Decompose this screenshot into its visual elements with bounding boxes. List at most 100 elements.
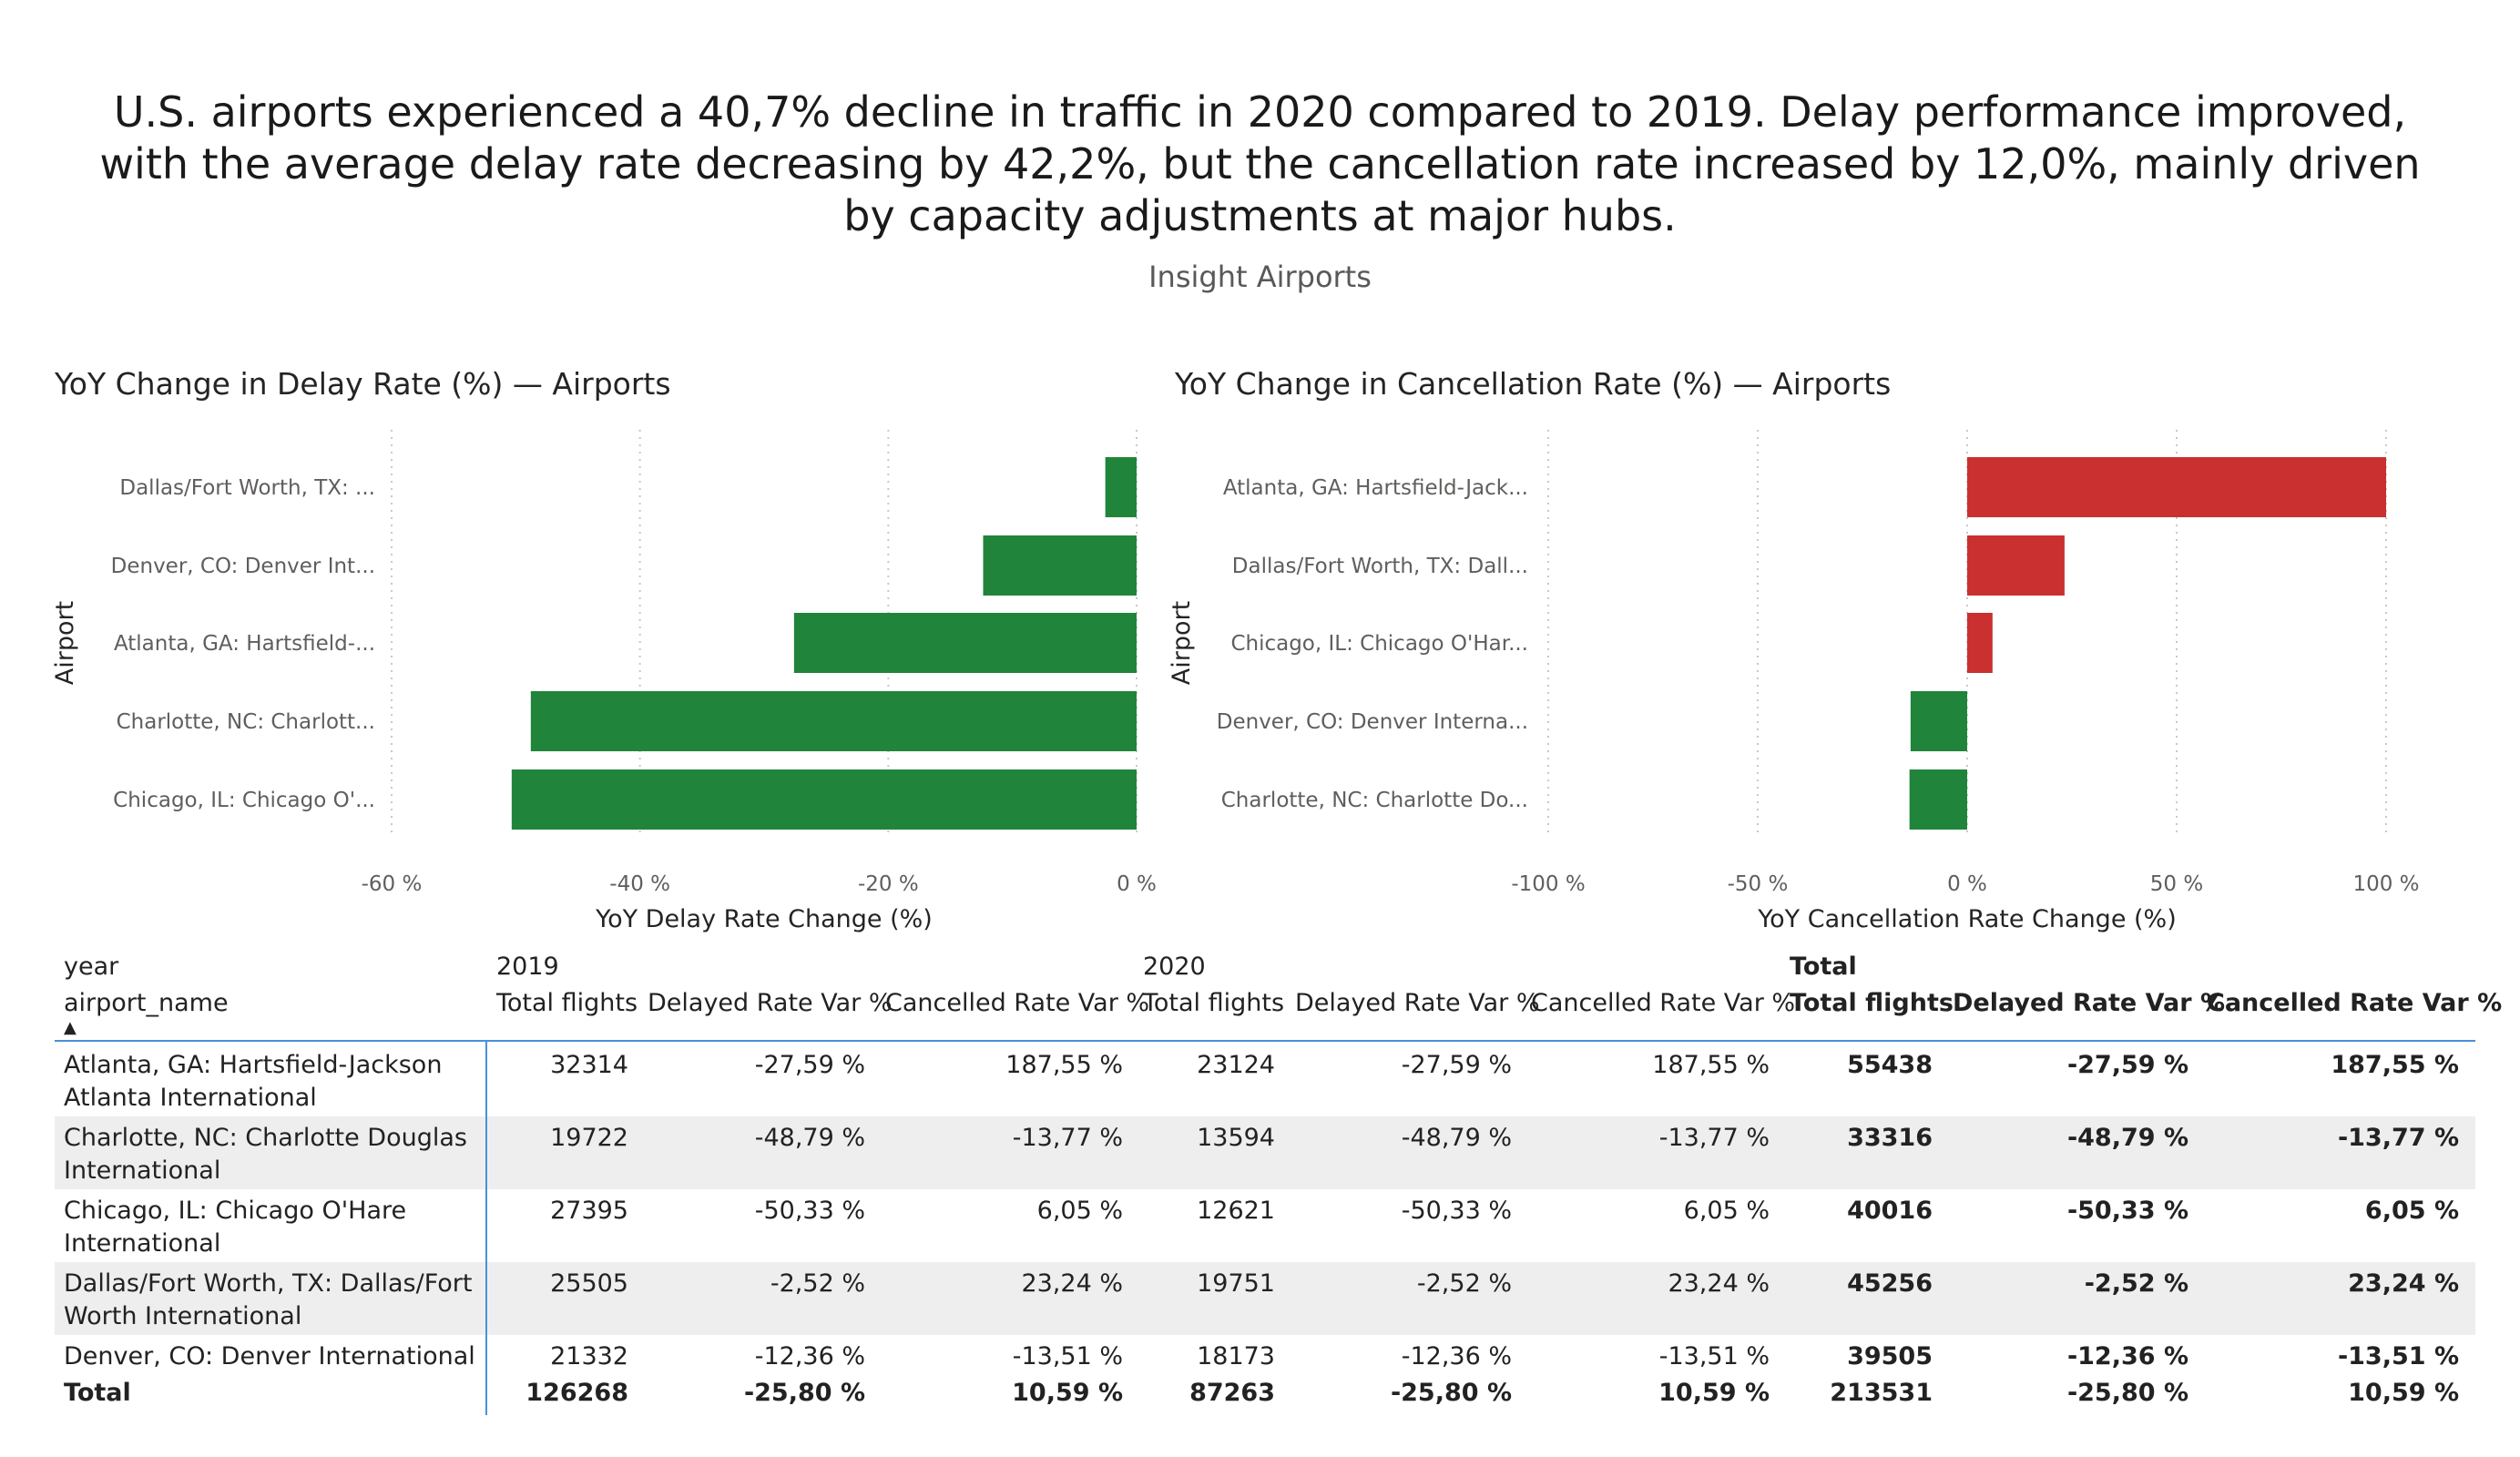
delay-chart: -60 % -40 % -20 % 0 % Dallas/Fort Worth, TX:…: [51, 430, 1157, 933]
total-cell: -25,80 %: [1390, 1379, 1512, 1407]
category-label: Atlanta, GA: Hartsfield-...: [114, 632, 375, 656]
row-band: [55, 1262, 2475, 1335]
row-band: [55, 1116, 2475, 1189]
table-cell: -27,59 %: [1401, 1051, 1512, 1079]
table-cell: 23,24 %: [2348, 1269, 2459, 1298]
bar[interactable]: [793, 613, 1137, 673]
total-row-label: Total: [64, 1379, 131, 1407]
table-row-name[interactable]: Chicago, IL: Chicago O'Hare: [64, 1197, 407, 1225]
table-cell: 45256: [1847, 1269, 1933, 1298]
table-cell: 32314: [550, 1051, 628, 1079]
table-cell: 21332: [550, 1342, 628, 1370]
table-row-name-cont: Atlanta International: [64, 1084, 317, 1112]
column-header[interactable]: Delayed Rate Var %: [648, 989, 893, 1017]
table-cell: -2,52 %: [1416, 1269, 1512, 1298]
table-cell: -50,33 %: [754, 1197, 865, 1225]
table-cell: 6,05 %: [1683, 1197, 1770, 1225]
total-cell: 213531: [1830, 1379, 1933, 1407]
row-header-airport[interactable]: airport_name: [64, 989, 229, 1017]
category-label: Dallas/Fort Worth, TX: ...: [119, 476, 375, 500]
x-tick-label: -20 %: [858, 872, 919, 896]
table-cell: 55438: [1847, 1051, 1933, 1079]
table-cell: -2,52 %: [2084, 1269, 2188, 1298]
table-cell: 23,24 %: [1021, 1269, 1123, 1298]
column-header[interactable]: Cancelled Rate Var %: [1531, 989, 1796, 1017]
sort-arrow-icon[interactable]: ▲: [64, 1018, 77, 1037]
column-group-header: Total: [1790, 953, 1857, 981]
table-cell: -27,59 %: [754, 1051, 865, 1079]
table-cell: 12621: [1197, 1197, 1275, 1225]
column-group-header: 2019: [496, 953, 559, 981]
title-line-3: by capacity adjustments at major hubs.: [843, 191, 1677, 240]
table-cell: 187,55 %: [1005, 1051, 1123, 1079]
bar[interactable]: [1105, 457, 1137, 517]
column-header[interactable]: Total flights: [496, 989, 638, 1017]
table-cell: -13,77 %: [1658, 1124, 1770, 1152]
total-cell: 10,59 %: [2348, 1379, 2459, 1407]
total-cell: -25,80 %: [2066, 1379, 2188, 1407]
table-cell: -50,33 %: [2066, 1197, 2188, 1225]
table-cell: -12,36 %: [2066, 1342, 2188, 1370]
category-label: Chicago, IL: Chicago O'...: [113, 789, 375, 812]
table-cell: -50,33 %: [1401, 1197, 1512, 1225]
y-axis-title: Airport: [51, 601, 79, 685]
table-cell: 13594: [1197, 1124, 1275, 1152]
table-row-name[interactable]: Dallas/Fort Worth, TX: Dallas/Fort: [64, 1269, 473, 1298]
table-cell: -48,79 %: [2066, 1124, 2188, 1152]
column-header[interactable]: Total flights: [1143, 989, 1285, 1017]
table-cell: -48,79 %: [754, 1124, 865, 1152]
table-cell: -48,79 %: [1401, 1124, 1512, 1152]
x-axis-title: YoY Delay Rate Change (%): [595, 905, 933, 933]
header-divider: [55, 1040, 2475, 1042]
x-tick-label: -60 %: [362, 872, 423, 896]
bar[interactable]: [983, 535, 1137, 596]
report-title: U.S. airports experienced a 40,7% declin…: [91, 87, 2429, 242]
table-row-name[interactable]: Denver, CO: Denver International: [64, 1342, 475, 1370]
table-cell: 6,05 %: [1036, 1197, 1123, 1225]
bar[interactable]: [511, 769, 1137, 830]
column-header[interactable]: Cancelled Rate Var %: [885, 989, 1150, 1017]
row-header-divider: [485, 1040, 487, 1415]
table-cell: -13,77 %: [2337, 1124, 2459, 1152]
category-label: Denver, CO: Denver Int...: [111, 555, 375, 578]
bar[interactable]: [530, 691, 1137, 751]
table-row-name[interactable]: Atlanta, GA: Hartsfield-Jackson: [64, 1051, 443, 1079]
table-cell: 40016: [1847, 1197, 1933, 1225]
x-tick-label: 0 %: [1117, 872, 1157, 896]
total-cell: 87263: [1189, 1379, 1275, 1407]
total-cell: 10,59 %: [1012, 1379, 1123, 1407]
table-row-name-cont: International: [64, 1229, 221, 1258]
table-cell: 39505: [1847, 1342, 1933, 1370]
category-label: Charlotte, NC: Charlott...: [117, 710, 375, 734]
table-cell: 19751: [1197, 1269, 1275, 1298]
table-cell: -2,52 %: [770, 1269, 865, 1298]
column-header[interactable]: Total flights: [1790, 989, 1954, 1017]
table-cell: 23,24 %: [1668, 1269, 1770, 1298]
table-cell: 33316: [1847, 1124, 1933, 1152]
table-cell: -27,59 %: [2066, 1051, 2188, 1079]
table-row-name-cont: Worth International: [64, 1302, 302, 1330]
table-cell: 18173: [1197, 1342, 1275, 1370]
row-header-year: year: [64, 953, 119, 981]
table-cell: 6,05 %: [2364, 1197, 2459, 1225]
cancellation-chart-title: YoY Change in Cancellation Rate (%) — Ai…: [1175, 366, 1892, 402]
table-cell: 27395: [550, 1197, 628, 1225]
total-cell: -25,80 %: [743, 1379, 865, 1407]
column-header[interactable]: Delayed Rate Var %: [1953, 989, 2226, 1017]
table-row-name[interactable]: Charlotte, NC: Charlotte Douglas: [64, 1124, 467, 1152]
delay-chart-title: YoY Change in Delay Rate (%) — Airports: [55, 366, 671, 402]
x-tick-label: -40 %: [609, 872, 670, 896]
table-cell: 19722: [550, 1124, 628, 1152]
column-header[interactable]: Delayed Rate Var %: [1295, 989, 1540, 1017]
table-cell: 23124: [1197, 1051, 1275, 1079]
column-header[interactable]: Cancelled Rate Var %: [2207, 989, 2503, 1017]
table-cell: -12,36 %: [754, 1342, 865, 1370]
total-cell: 10,59 %: [1658, 1379, 1770, 1407]
column-group-header: 2020: [1143, 953, 1206, 981]
table-row-name-cont: International: [64, 1156, 221, 1185]
title-line-2: with the average delay rate decreasing b…: [99, 139, 2421, 188]
table-cell: 187,55 %: [2331, 1051, 2459, 1079]
table-cell: -13,51 %: [1658, 1342, 1770, 1370]
total-cell: 126268: [525, 1379, 628, 1407]
table-cell: -13,51 %: [1012, 1342, 1123, 1370]
